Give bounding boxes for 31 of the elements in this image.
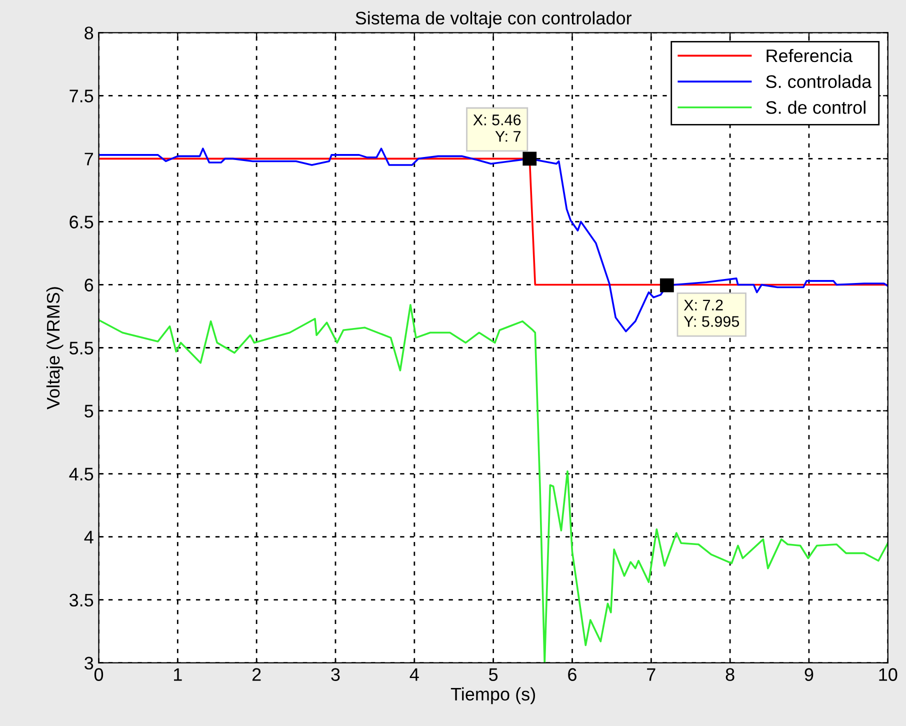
legend-label: Referencia <box>766 48 853 62</box>
legend-label: S. de control <box>766 100 866 114</box>
y-tick-label: 3.5 <box>69 594 94 607</box>
y-tick-label: 8 <box>84 26 94 40</box>
x-tick-label: 10 <box>879 668 898 681</box>
x-tick-label: 0 <box>94 668 104 681</box>
y-tick-label: 5.5 <box>70 342 94 354</box>
annotation: X: 7.2 Y: 5.995 <box>684 300 740 327</box>
x-tick-label: 8 <box>726 668 734 681</box>
chart-title: Sistema de voltaje con controlador <box>356 11 632 28</box>
x-tick-label: 6 <box>568 668 576 681</box>
x-tick-label: 5 <box>489 668 498 681</box>
x-tick-label: 1 <box>174 668 182 681</box>
y-tick-label: 6 <box>84 278 94 292</box>
y-axis-title: Voltaje (VRMS) <box>46 287 64 410</box>
x-tick-label: 4 <box>410 668 419 681</box>
x-axis-title: Tiempo (s) <box>450 687 535 704</box>
x-tick-label: 2 <box>252 668 261 681</box>
x-tick-label: 9 <box>804 668 814 681</box>
x-tick-label: 7 <box>647 668 656 681</box>
annotation: X: 5.46 Y: 7 <box>473 114 521 142</box>
y-tick-label: 7 <box>84 152 93 166</box>
y-tick-label: 3 <box>84 656 94 670</box>
y-tick-label: 5 <box>84 404 94 418</box>
y-tick-label: 7.5 <box>70 90 94 102</box>
x-tick-label: 3 <box>331 668 340 681</box>
legend-label: S. controlada <box>766 74 872 88</box>
line-series <box>98 148 888 332</box>
y-tick-label: 4 <box>84 530 94 544</box>
y-tick-label: 6.5 <box>70 216 94 228</box>
y-tick-label: 4.5 <box>69 468 94 481</box>
